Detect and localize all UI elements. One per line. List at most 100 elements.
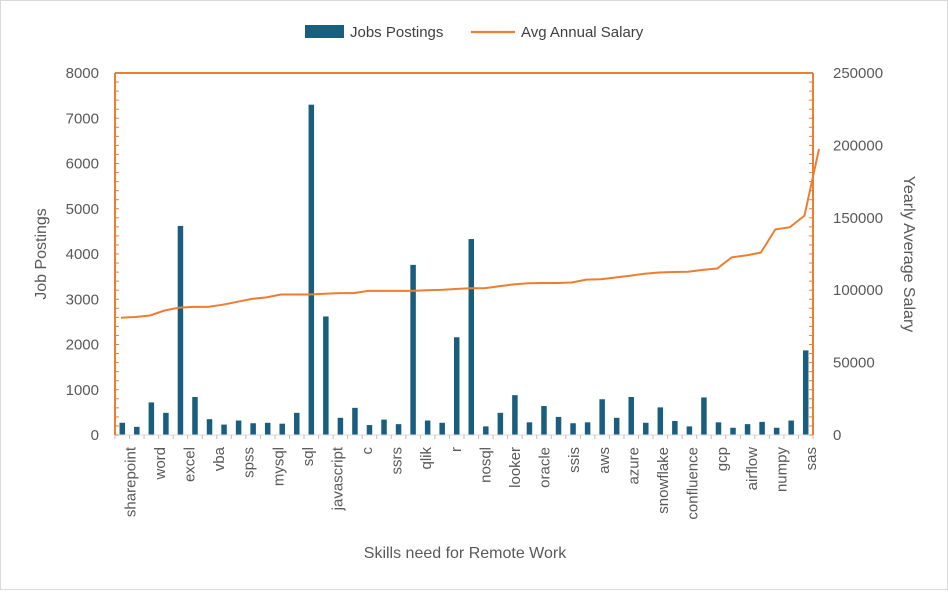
bar-jobs-postings	[599, 399, 605, 435]
x-tick-label: ssis	[566, 447, 583, 473]
x-tick-label: aws	[596, 447, 613, 474]
bar-jobs-postings	[134, 426, 140, 435]
bar-series-jobs-postings	[119, 104, 809, 436]
x-tick-label: ssrs	[389, 447, 406, 475]
y2-tick-label: 200000	[833, 137, 883, 154]
bar-jobs-postings	[730, 427, 736, 435]
x-tick-label: spss	[241, 447, 258, 478]
bar-jobs-postings	[468, 239, 475, 435]
x-tick-label: qlik	[418, 447, 435, 470]
x-tick-label: word	[152, 447, 169, 481]
bar-jobs-postings	[177, 225, 184, 435]
bar-jobs-postings	[192, 396, 198, 435]
y-tick-label: 3000	[66, 291, 99, 308]
line-series-avg-annual-salary	[120, 148, 820, 319]
x-tick-label: vba	[211, 446, 228, 471]
legend-label-jobs-postings: Jobs Postings	[350, 24, 443, 41]
legend: Jobs Postings Avg Annual Salary	[305, 24, 644, 41]
y-tick-label: 5000	[66, 201, 99, 218]
x-tick-label: c	[359, 447, 376, 455]
x-tick-label: sharepoint	[122, 446, 139, 517]
bar-jobs-postings	[788, 420, 794, 435]
bar-jobs-postings	[294, 412, 300, 435]
bar-jobs-postings	[381, 419, 387, 435]
right-axis-ticks: 0 50000 100000 150000 200000 250000	[833, 65, 883, 444]
legend-label-avg-annual-salary: Avg Annual Salary	[521, 24, 644, 41]
bar-jobs-postings	[279, 423, 285, 435]
y-tick-label: 8000	[66, 65, 99, 82]
y-tick-label: 7000	[66, 110, 99, 127]
y2-tick-label: 100000	[833, 282, 883, 299]
bar-jobs-postings	[555, 416, 562, 435]
bar-jobs-postings	[424, 420, 431, 435]
bar-jobs-postings	[410, 264, 416, 435]
x-axis-tick-labels: sharepoint word excel vba spss mysql sql javasc…	[122, 446, 820, 519]
bar-jobs-postings	[250, 423, 256, 435]
y-tick-label: 0	[91, 427, 99, 444]
bar-jobs-postings	[526, 422, 533, 435]
bar-jobs-postings	[453, 337, 460, 435]
bar-jobs-postings	[773, 427, 780, 435]
legend-swatch-jobs-postings	[305, 25, 344, 38]
bar-jobs-postings	[759, 421, 765, 435]
bar-jobs-postings	[643, 422, 649, 435]
bar-jobs-postings	[802, 350, 809, 435]
x-tick-label: azure	[625, 447, 642, 485]
x-tick-label: snowflake	[655, 447, 672, 514]
y-tick-label: 4000	[66, 246, 99, 263]
x-tick-label: sql	[300, 447, 317, 466]
bar-jobs-postings	[352, 407, 358, 435]
bar-jobs-postings	[395, 424, 402, 435]
bar-jobs-postings	[497, 412, 504, 435]
y-tick-label: 2000	[66, 337, 99, 354]
x-tick-label: r	[448, 447, 465, 452]
bar-jobs-postings	[163, 412, 169, 435]
x-tick-label: excel	[182, 447, 199, 482]
bar-jobs-postings	[221, 424, 227, 435]
bar-jobs-postings	[264, 422, 271, 435]
bar-jobs-postings	[512, 395, 518, 435]
bar-jobs-postings	[323, 316, 329, 435]
bar-jobs-postings	[715, 422, 722, 435]
y2-tick-label: 50000	[833, 355, 875, 372]
bar-jobs-postings	[439, 422, 445, 435]
x-tick-label: airflow	[744, 447, 761, 491]
bar-jobs-postings	[701, 397, 707, 435]
bar-jobs-postings	[148, 402, 155, 435]
y2-axis-title: Yearly Average Salary	[900, 176, 917, 333]
bar-jobs-postings	[541, 406, 547, 435]
plot-area-border	[114, 72, 814, 439]
bar-jobs-postings	[657, 407, 664, 435]
bar-jobs-postings	[366, 425, 373, 435]
x-axis-title: Skills need for Remote Work	[364, 545, 567, 562]
bar-jobs-postings	[628, 396, 634, 435]
bar-jobs-postings	[686, 426, 693, 435]
bar-jobs-postings	[613, 417, 620, 435]
bar-jobs-postings	[308, 104, 315, 436]
bar-jobs-postings	[570, 423, 576, 435]
x-tick-label: gcp	[714, 447, 731, 471]
bar-jobs-postings	[584, 422, 591, 435]
y-tick-label: 1000	[66, 382, 99, 399]
y2-tick-label: 250000	[833, 65, 883, 82]
x-tick-label: confluence	[685, 447, 702, 520]
x-tick-label: looker	[507, 447, 524, 488]
bar-jobs-postings	[206, 419, 213, 435]
bar-jobs-postings	[119, 422, 126, 435]
y2-tick-label: 0	[833, 427, 841, 444]
y-tick-label: 6000	[66, 156, 99, 173]
y2-tick-label: 150000	[833, 210, 883, 227]
bar-jobs-postings	[235, 420, 242, 435]
x-tick-label: javascript	[329, 446, 346, 511]
x-tick-label: sas	[803, 447, 820, 470]
x-tick-label: nosql	[477, 447, 494, 483]
y-axis-title: Job Postings	[33, 208, 50, 300]
x-tick-label: mysql	[270, 447, 287, 486]
left-axis-ticks: 0 1000 2000 3000 4000 5000 6000 7000 8000	[66, 65, 99, 444]
bar-jobs-postings	[337, 417, 344, 435]
bar-jobs-postings	[672, 420, 678, 435]
x-tick-label: oracle	[537, 447, 554, 488]
x-tick-label: numpy	[773, 447, 790, 493]
